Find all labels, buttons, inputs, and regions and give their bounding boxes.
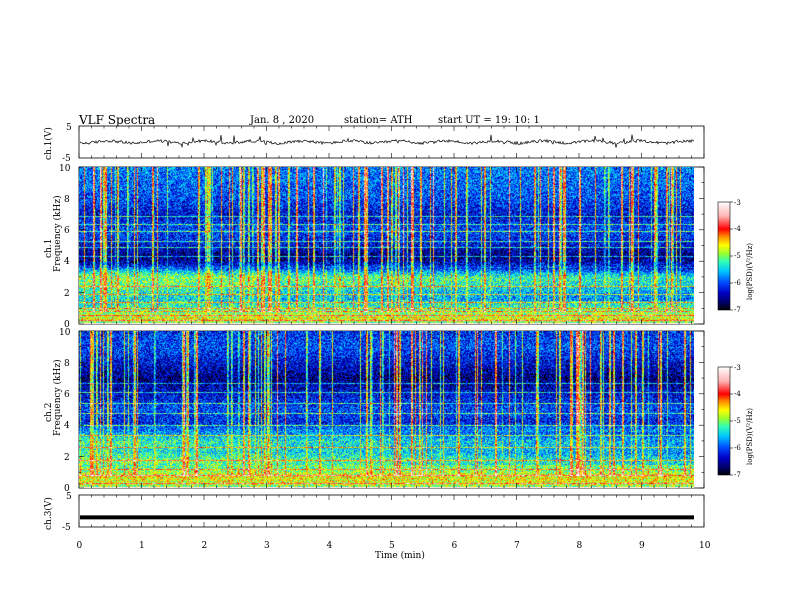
ch1-ytick-top: 5 [66, 123, 72, 133]
ch1-spec-ytick-4: 4 [64, 257, 70, 267]
ch3-ytick-top: 5 [66, 492, 72, 502]
ch3-waveform-panel: 5 -5 ch.3(V) 0 1 2 3 4 5 6 7 8 9 10 Time (min) [43, 492, 711, 561]
ch1-colorbar-label: log(PSD)(V²/Hz) [746, 243, 754, 300]
ch1-ylabel: ch.1(V) [43, 127, 54, 160]
ch1-spec-ytick-8: 8 [64, 195, 70, 205]
ch1-colorbar [717, 201, 731, 311]
ch1-colorbar-ticks [730, 201, 733, 311]
ch2-spec-channel-label: ch.2 [44, 403, 54, 422]
ch2-spec-ytick-10: 10 [59, 328, 71, 338]
ch2-cb-tick-m3: -3 [734, 364, 741, 372]
figure-title: VLF Spectra [78, 113, 155, 127]
ch2-spec-ytick-2: 2 [64, 453, 70, 463]
ch1-spec-ylabel: Frequency (kHz) [52, 195, 63, 272]
time-axis-tick-labels: 0 1 2 3 4 5 6 7 8 9 10 [77, 541, 711, 551]
ch2-colorbar-ticks [730, 366, 733, 476]
ch2-cb-tick-m6: -6 [734, 444, 741, 452]
x-tick-label: 10 [699, 541, 711, 551]
ch1-ytick-bottom: -5 [62, 154, 71, 164]
ch2-spec-ylabel: Frequency (kHz) [52, 359, 63, 436]
ch1-cb-tick-m7: -7 [734, 306, 741, 314]
ch1-spec-ytick-6: 6 [64, 226, 70, 236]
ch1-cb-tick-m3: -3 [734, 199, 741, 207]
x-tick-label: 4 [327, 541, 333, 551]
ch2-spectrogram-panel: 0 2 4 6 8 10 ch.2 Frequency (kHz) -3 -4 … [44, 328, 754, 494]
x-tick-label: 0 [77, 541, 83, 551]
ch1-waveform-ticks [78, 126, 705, 158]
ch2-colorbar [717, 366, 731, 476]
date-label: Jan. 8 , 2020 [249, 115, 314, 126]
ch2-spec-ytick-6: 6 [64, 390, 70, 400]
ch2-cb-tick-m7: -7 [734, 471, 741, 479]
ch2-spectrogram-ticks [78, 330, 705, 489]
ch2-cb-tick-m5: -5 [734, 417, 741, 425]
ch1-waveform-panel: 5 -5 ch.1(V) [43, 123, 705, 164]
ch2-spectrogram-image [79, 331, 694, 488]
x-tick-label: 7 [514, 541, 520, 551]
ch1-cb-tick-m6: -6 [734, 279, 741, 287]
ch1-spec-ytick-2: 2 [64, 289, 70, 299]
x-tick-label: 9 [639, 541, 645, 551]
ch3-ylabel: ch.3(V) [43, 497, 54, 530]
ch1-spectrogram-ticks [78, 166, 705, 325]
ch2-cb-tick-m4: -4 [734, 390, 741, 398]
ch3-waveform-ticks [78, 495, 705, 527]
x-tick-label: 2 [202, 541, 208, 551]
ch1-spectrogram-panel: 0 2 4 6 8 10 ch.1 Frequency (kHz) -3 -4 … [44, 164, 754, 330]
x-tick-label: 6 [452, 541, 458, 551]
ch1-spectrogram-image [79, 167, 694, 324]
ch2-spec-ytick-8: 8 [64, 359, 70, 369]
ch1-spec-ytick-10: 10 [59, 164, 71, 174]
time-axis-label: Time (min) [375, 550, 425, 561]
ch1-cb-tick-m4: -4 [734, 225, 741, 233]
station-label: station= ATH [344, 115, 413, 126]
ch1-cb-tick-m5: -5 [734, 252, 741, 260]
x-tick-label: 1 [139, 541, 145, 551]
ch2-colorbar-label: log(PSD)(V²/Hz) [746, 408, 754, 465]
x-tick-label: 3 [264, 541, 270, 551]
ch2-spec-ytick-4: 4 [64, 421, 70, 431]
start-ut-label: start UT = 19: 10: 1 [438, 115, 540, 126]
ch3-ytick-bottom: -5 [62, 523, 71, 533]
ch1-spec-channel-label: ch.1 [44, 239, 54, 258]
x-tick-label: 5 [389, 541, 395, 551]
ch2-spec-ytick-0: 0 [64, 484, 70, 494]
ch1-spec-ytick-0: 0 [64, 320, 70, 330]
ch1-waveform-trace [79, 134, 695, 149]
x-tick-label: 8 [577, 541, 583, 551]
